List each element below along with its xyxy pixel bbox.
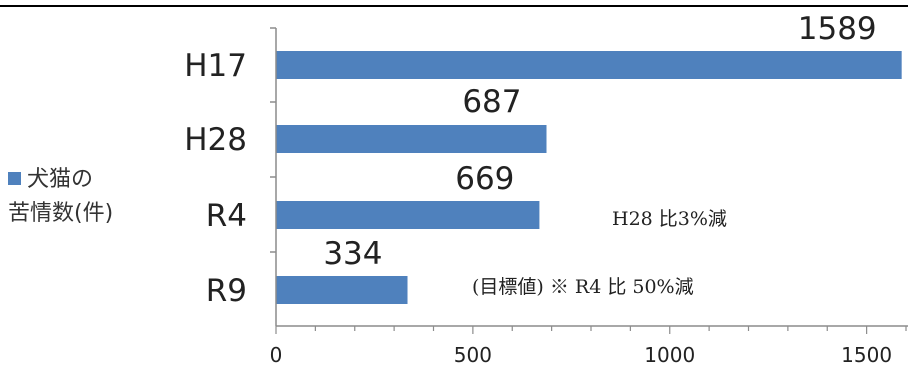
bar-r4: [276, 201, 540, 229]
bar-h28: [276, 125, 547, 153]
category-label-h17: H17: [184, 48, 247, 84]
x-tick-label-1500: 1500: [841, 343, 892, 367]
bar-r9: [276, 276, 408, 304]
legend: 犬猫の 苦情数(件): [8, 163, 158, 231]
x-tick-label-0: 0: [270, 343, 283, 367]
legend-label-line1: 犬猫の: [27, 167, 94, 192]
annotation-r4: H28 比3%減: [612, 208, 727, 230]
legend-row: 犬猫の: [8, 163, 158, 197]
x-tick-label-500: 500: [454, 343, 492, 367]
category-label-r9: R9: [206, 273, 247, 309]
bar-h17: [276, 51, 902, 79]
legend-swatch: [8, 172, 21, 185]
data-label-h17: 1589: [798, 11, 877, 47]
annotation-r9: (目標値) ※ R4 比 50%減: [472, 276, 694, 298]
data-label-r4: 669: [455, 161, 514, 197]
data-label-r9: 334: [323, 236, 382, 272]
data-label-h28: 687: [462, 84, 521, 120]
category-label-h28: H28: [184, 122, 247, 158]
category-label-r4: R4: [206, 198, 247, 234]
x-tick-label-1000: 1000: [644, 343, 695, 367]
legend-label-line2: 苦情数(件): [8, 201, 114, 226]
